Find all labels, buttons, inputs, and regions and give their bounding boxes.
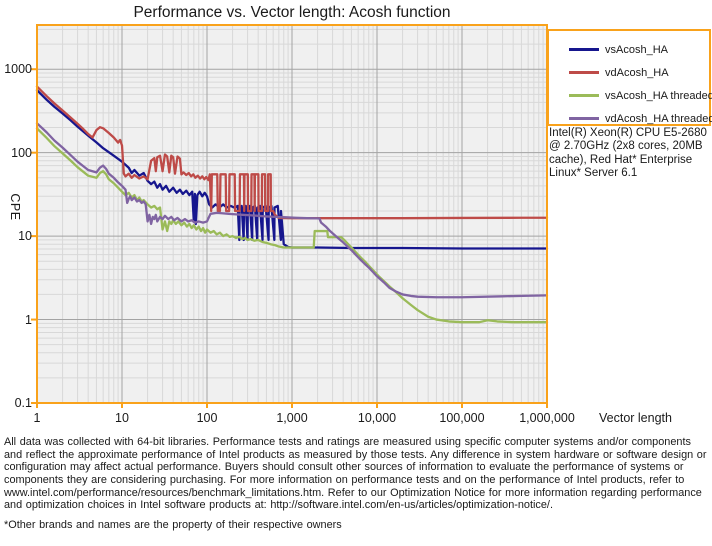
footnote-text: *Other brands and names are the property… [4, 519, 342, 531]
x-tick-label: 100 [196, 411, 218, 425]
system-info-text: Intel(R) Xeon(R) CPU E5-2680 @ 2.70GHz (… [549, 127, 707, 179]
legend-swatch [569, 71, 599, 74]
legend-item: vsAcosh_HA [569, 38, 709, 61]
x-tick-label: 100,000 [439, 411, 485, 425]
y-tick-label: 10 [18, 229, 32, 244]
legend-swatch [569, 117, 599, 120]
legend-label: vsAcosh_HA [605, 43, 668, 56]
y-tick-label: 1 [25, 312, 32, 327]
legend-label: vsAcosh_HA threaded [605, 89, 712, 102]
x-tick-label: 10 [115, 411, 129, 425]
legend-label: vdAcosh_HA [605, 66, 669, 79]
chart-canvas [31, 24, 549, 408]
plot-area [31, 24, 549, 408]
series-line-vdAcosh_HA [35, 85, 549, 220]
legend-item: vdAcosh_HA [569, 61, 709, 84]
x-axis-title: Vector length [599, 411, 672, 425]
y-tick-label: 1000 [4, 62, 32, 77]
y-tick-label: 0.1 [14, 396, 32, 410]
legend-item: vsAcosh_HA threaded [569, 84, 712, 107]
chart-title: Performance vs. Vector length: Acosh fun… [133, 4, 451, 21]
x-tick-label: 10,000 [357, 411, 397, 425]
y-axis-title: CPE [8, 193, 22, 221]
series-line-vdAcosh_HA-threaded [35, 122, 549, 299]
x-tick-label: 1,000,000 [519, 411, 575, 425]
disclaimer-text: All data was collected with 64-bit libra… [4, 436, 707, 512]
legend: vsAcosh_HA vdAcosh_HA vsAcosh_HA threaded v… [547, 29, 712, 126]
x-tick-label: 1,000 [276, 411, 308, 425]
legend-label: vdAcosh_HA threaded [605, 112, 712, 125]
legend-swatch [569, 48, 599, 51]
x-tick-label: 1 [33, 411, 41, 425]
legend-swatch [569, 94, 599, 97]
legend-item: vdAcosh_HA threaded [569, 107, 712, 130]
y-tick-label: 100 [11, 145, 32, 160]
